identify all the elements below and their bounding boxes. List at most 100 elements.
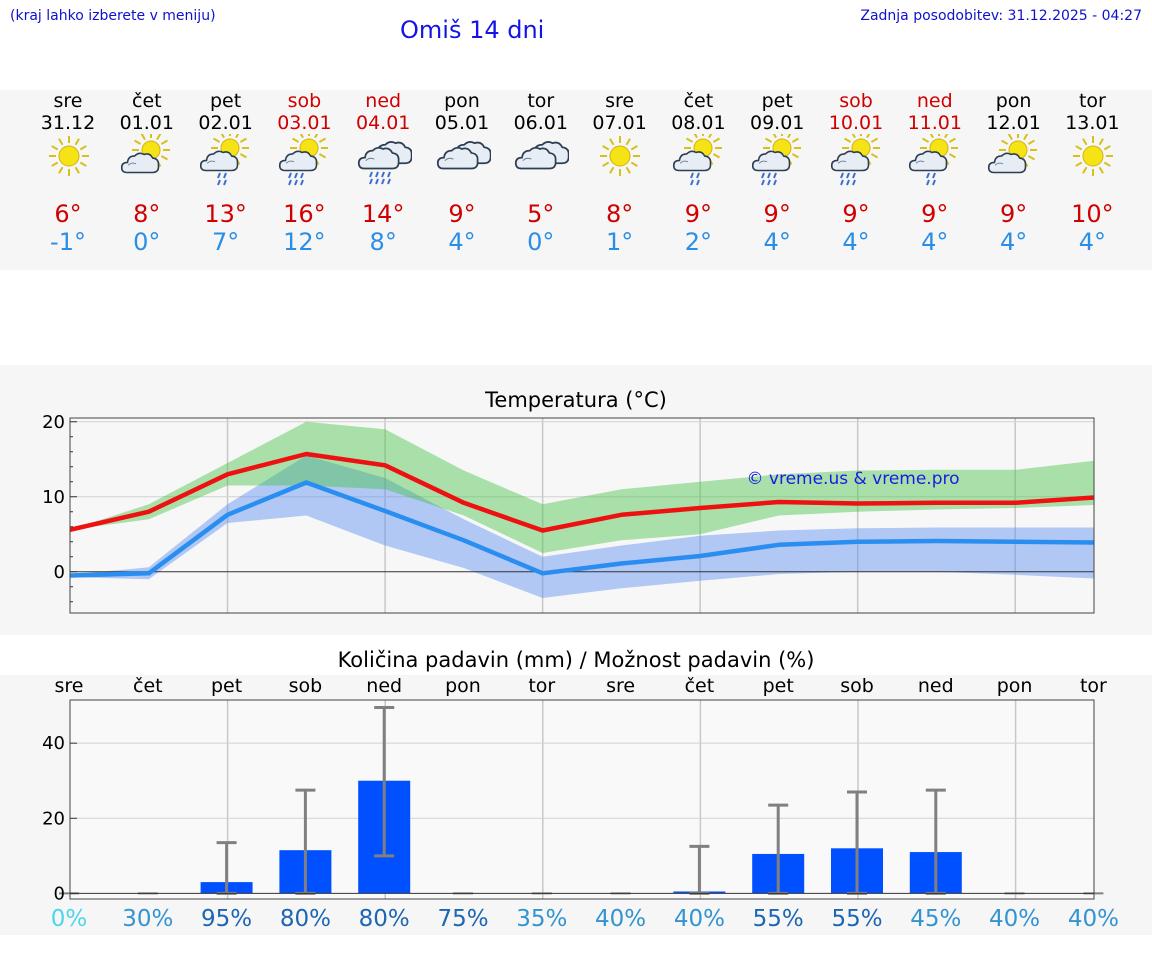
temp-min: 1° [605,228,634,256]
temp-min: -1° [50,228,86,256]
sun-icon [1065,134,1121,190]
day-label: pon [997,675,1033,697]
day-name: ned [365,90,402,112]
temp-min: 4° [921,228,949,256]
y-tick-label: 40 [42,733,65,754]
temperature-chart-title: Temperatura (°C) [485,388,667,412]
page-title: Omiš 14 dni [400,16,545,44]
day-date: 07.01 [592,112,647,134]
temp-max: 8° [605,200,634,228]
day-label: čet [133,675,163,697]
precip-chance-label: 80% [280,906,331,932]
temp-max: 9° [684,200,713,228]
max-temp-line [69,451,1095,533]
day-name: ned [916,90,953,112]
daily-forecast-strip: sre 31.12 6° -1° čet 01.01 8° 0° pet 02.01 13° 7°… [0,90,1152,270]
temp-min: 4° [999,228,1028,256]
precipitation-chart: sre čet pet sob ned pon tor sre čet pet sob ned pon t… [42,675,1119,932]
temp-max: 6° [54,200,82,228]
temp-max: 14° [361,200,405,228]
temp-max: 9° [448,200,476,228]
precip-chance-label: 95% [201,906,252,932]
day-name: pet [761,90,793,112]
day-date: 02.01 [198,112,253,134]
day-label: pet [211,675,242,697]
day-date: 03.01 [277,112,332,134]
sun-cloud-icon [119,131,175,190]
day-name: pet [209,90,242,112]
temp-min: 12° [283,228,326,256]
day-label: tor [1080,675,1107,697]
day-date: 10.01 [828,112,884,134]
temp-min: 4° [448,228,476,256]
temp-max: 16° [283,200,326,228]
day-name: tor [1078,90,1106,112]
precip-chance-label: 0% [51,906,88,932]
day-date: 11.01 [907,112,962,134]
watermark-text: © vreme.us & vreme.pro [746,469,959,489]
day-label: tor [528,675,555,697]
precip-chance-label: 55% [831,906,882,932]
temp-max: 9° [999,200,1028,228]
temp-max: 5° [527,200,555,228]
temp-max: 9° [842,200,870,228]
day-date: 12.01 [986,112,1041,134]
temp-max: 10° [1071,200,1114,228]
sun-cloud-rain-icon [671,129,727,190]
day-name: pon [995,90,1032,112]
day-name: sob [839,90,873,112]
sun-cloud-rain-icon [198,129,254,190]
day-label: čet [685,675,715,697]
day-date: 08.01 [671,112,726,134]
temp-min: 7° [211,228,240,256]
sun-icon [592,134,648,190]
day-date: 31.12 [40,112,96,134]
day-label: sob [840,675,874,697]
location-menu-hint[interactable]: (kraj lahko izberete v meniju) [10,8,216,24]
day-name: pon [444,90,480,112]
sun-cloud-rain-icon [907,129,963,190]
day-label: sre [55,675,84,697]
day-name: čet [683,90,714,112]
day-label: pon [445,675,481,697]
plot-area [70,418,1094,613]
sun-cloud-icon [986,131,1042,190]
day-date: 05.01 [434,112,490,134]
temp-max: 8° [133,200,161,228]
sun-cloud-heavy-rain-icon [829,129,885,190]
y-tick-label: 0 [54,883,65,904]
day-label: pet [763,675,794,697]
precip-chance-label: 40% [1068,906,1119,932]
precip-chance-label: 40% [674,906,725,932]
day-name: sre [605,90,635,112]
precipitation-chart-title: Količina padavin (mm) / Možnost padavin … [337,648,815,672]
day-label: sre [606,675,635,697]
day-date: 01.01 [119,112,174,134]
day-name: sre [53,90,83,112]
day-date: 13.01 [1065,112,1120,134]
day-date: 04.01 [355,112,411,134]
precip-chance-label: 35% [516,906,567,932]
temp-max: 13° [204,200,247,228]
y-tick-label: 20 [42,412,65,433]
day-label: ned [918,675,954,697]
precip-chance-label: 55% [753,906,804,932]
cloud-icon [513,134,570,190]
precip-chance-label: 80% [359,906,410,932]
plot-frame [69,417,1095,614]
day-date: 06.01 [513,112,568,134]
last-updated: Zadnja posodobitev: 31.12.2025 - 04:27 [860,8,1142,24]
temp-min: 4° [842,228,870,256]
precip-chance-label: 40% [595,906,646,932]
temperature-chart: 0 10 20 © vreme.us & vreme.pro [42,412,1095,614]
day-name: čet [132,90,162,112]
precip-chance-label: 75% [437,906,488,932]
sun-icon [41,134,97,190]
day-label: sob [289,675,323,697]
day-name: tor [527,90,555,112]
temp-min: 0° [527,228,555,256]
temp-min: 0° [133,228,161,256]
cloud-heavy-rain-icon [356,134,413,190]
precip-chance-label: 40% [989,906,1040,932]
min-temp-line [69,480,1095,578]
